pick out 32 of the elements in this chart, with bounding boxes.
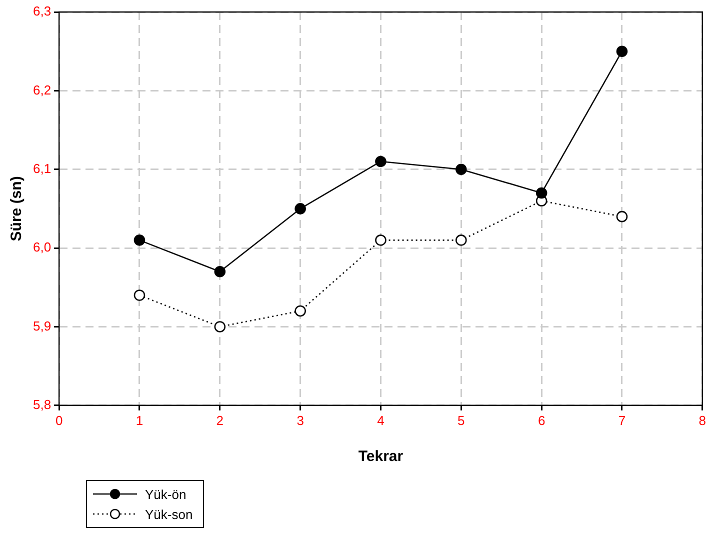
y-tick-label: 6,3	[32, 4, 52, 19]
x-tick-label: 2	[216, 412, 224, 428]
point	[616, 210, 628, 222]
x-tick-label: 0	[55, 412, 63, 428]
point	[214, 266, 226, 278]
point	[455, 234, 467, 246]
point	[294, 305, 306, 317]
point	[375, 156, 386, 168]
x-tick-label: 1	[136, 412, 144, 428]
y-tick-label: 6,2	[32, 82, 52, 98]
point	[294, 203, 306, 214]
x-tick-label: 5	[458, 412, 465, 428]
point	[375, 234, 386, 246]
point	[214, 321, 226, 332]
legend-label: Yük-son	[145, 506, 193, 522]
y-tick-label: 5,9	[32, 318, 52, 334]
x-tick-label: 6	[538, 412, 546, 428]
y-tick-label: 6,1	[32, 160, 52, 176]
legend-label: Yük-ön	[145, 486, 186, 502]
point	[134, 290, 146, 301]
point	[455, 164, 467, 176]
x-tick-label: 3	[296, 412, 304, 428]
y-tick-label: 6,0	[32, 240, 52, 255]
x-axis-title: Tekrar	[358, 448, 404, 466]
x-tick-label: 4	[377, 412, 384, 428]
y-tick-label: 5,8	[32, 396, 52, 412]
x-tick-label: 8	[698, 412, 706, 428]
point	[134, 234, 146, 246]
point	[616, 46, 628, 57]
x-tick-label: 7	[618, 412, 626, 428]
point	[536, 187, 548, 199]
y-axis-title: Süre (sn)	[8, 176, 26, 242]
